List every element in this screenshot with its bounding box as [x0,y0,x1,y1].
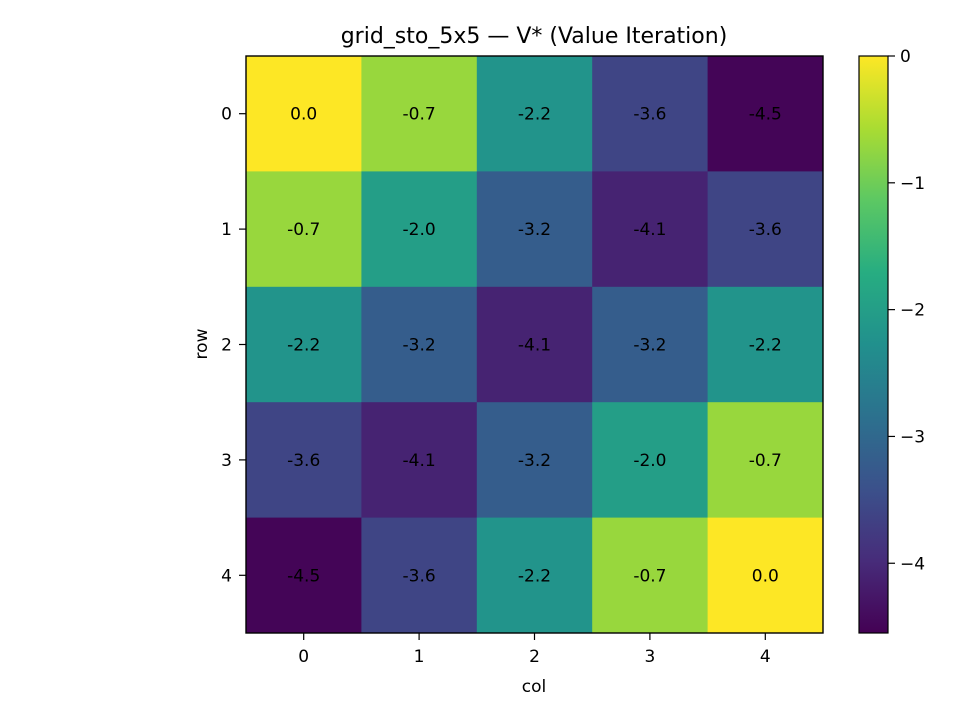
plot-frame [245,55,824,634]
chart-title: grid_sto_5x5 — V* (Value Iteration) [341,24,728,49]
y-tick-label-1: 1 [221,220,232,240]
x-tick-label-1: 1 [414,647,425,667]
heatmap-cell-r1-c1 [361,171,478,288]
x-tick-label-4: 4 [760,647,771,667]
heatmap-cell-r4-c3 [592,517,709,634]
heatmap-cell-r1-c2 [476,171,593,288]
cell-value-label-r3-c0: -3.6 [287,451,320,471]
heatmap-cell-r4-c1 [361,517,478,634]
heatmap-cell-r2-c2 [476,286,593,403]
cell-value-label-r1-c3: -4.1 [633,220,666,240]
y-axis-ticks: 0 1 2 3 4 [221,105,246,586]
cell-value-label-r2-c4: -2.2 [749,336,782,356]
cell-value-label-r2-c3: -3.2 [633,336,666,356]
heatmap-cell-r0-c4 [707,56,824,172]
cell-value-label-r1-c0: -0.7 [287,220,320,240]
heatmap-cell-labels: 0.0 -0.7 -2.2 -3.6 -4.5 -0.7 -2.0 -3.2 -4.1 -3.6 -… [287,105,782,587]
heatmap-cell-r0-c0 [246,56,362,172]
heatmap-cell-r3-c0 [246,402,362,519]
heatmap-cell-r2-c1 [361,286,478,403]
x-tick-label-3: 3 [644,647,655,667]
x-tick-label-2: 2 [529,647,540,667]
x-axis-ticks: 0 1 2 3 4 [298,633,771,667]
cell-value-label-r1-c4: -3.6 [749,220,782,240]
heatmap-cell-r0-c2 [476,56,593,172]
heatmap-cell-r2-c0 [246,286,362,403]
cell-value-label-r3-c4: -0.7 [749,451,782,471]
y-tick-label-2: 2 [221,336,232,356]
cell-value-label-r2-c0: -2.2 [287,336,320,356]
cell-value-label-r4-c3: -0.7 [633,566,666,586]
cell-value-label-r3-c1: -4.1 [403,451,436,471]
heatmap-cell-r3-c3 [592,402,709,519]
heatmap-cell-r1-c3 [592,171,709,288]
heatmap-cells [246,56,824,634]
cell-value-label-r0-c4: -4.5 [749,105,782,125]
cell-value-label-r2-c1: -3.2 [403,336,436,356]
cell-value-label-r4-c4: 0.0 [752,566,779,586]
heatmap-cell-r3-c2 [476,402,593,519]
y-tick-label-0: 0 [221,105,232,125]
cell-value-label-r4-c0: -4.5 [287,566,320,586]
colorbar-tick-label-3: −3 [900,427,925,447]
colorbar-tick-label-2: −2 [900,301,925,321]
heatmap-cell-r2-c4 [707,286,824,403]
colorbar-tick-label-0: 0 [900,47,911,67]
y-tick-label-3: 3 [221,451,232,471]
colorbar-tick-label-1: −1 [900,174,925,194]
heatmap-cell-r0-c3 [592,56,709,172]
colorbar [858,55,889,634]
heatmap-cell-r3-c1 [361,402,478,519]
cell-value-label-r1-c1: -2.0 [403,220,436,240]
cell-value-label-r4-c2: -2.2 [518,566,551,586]
cell-value-label-r0-c2: -2.2 [518,105,551,125]
heatmap-cell-r2-c3 [592,286,709,403]
cell-value-label-r0-c3: -3.6 [633,105,666,125]
heatmap-cell-r0-c1 [361,56,478,172]
cell-value-label-r1-c2: -3.2 [518,220,551,240]
heatmap-cell-r4-c0 [246,517,362,634]
cell-value-label-r2-c2: -4.1 [518,336,551,356]
cell-value-label-r3-c2: -3.2 [518,451,551,471]
x-tick-label-0: 0 [298,647,309,667]
cell-value-label-r4-c1: -3.6 [403,566,436,586]
heatmap-cell-r4-c2 [476,517,593,634]
heatmap-cell-r3-c4 [707,402,824,519]
y-axis-label: row [192,328,212,359]
heatmap-cell-r1-c4 [707,171,824,288]
colorbar-ticks: 0 −1 −2 −3 −4 [888,47,925,574]
x-axis-label: col [522,677,546,697]
heatmap-cell-r4-c4 [707,517,824,634]
y-tick-label-4: 4 [221,566,232,586]
cell-value-label-r0-c0: 0.0 [290,105,317,125]
heatmap-cell-r1-c0 [246,171,362,288]
cell-value-label-r3-c3: -2.0 [633,451,666,471]
colorbar-tick-label-4: −4 [900,554,925,574]
cell-value-label-r0-c1: -0.7 [403,105,436,125]
